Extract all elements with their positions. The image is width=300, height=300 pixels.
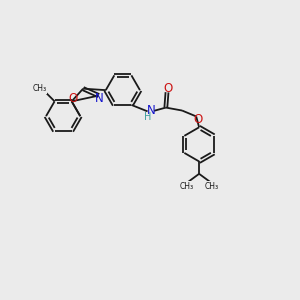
Text: O: O	[193, 113, 202, 126]
Text: H: H	[145, 112, 152, 122]
Text: CH₃: CH₃	[179, 182, 194, 191]
Text: N: N	[95, 92, 104, 105]
Text: CH₃: CH₃	[32, 84, 46, 93]
Text: O: O	[68, 92, 77, 105]
Text: O: O	[163, 82, 172, 94]
Text: N: N	[146, 104, 155, 117]
Text: CH₃: CH₃	[205, 182, 219, 191]
